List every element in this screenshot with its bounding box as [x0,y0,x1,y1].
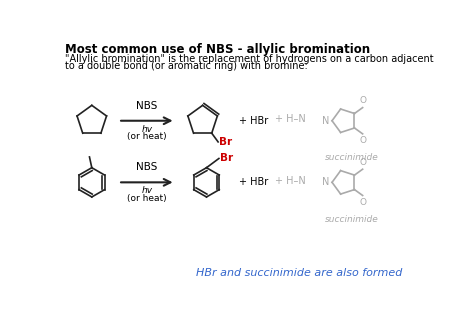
Text: HBr and succinimide are also formed: HBr and succinimide are also formed [196,268,403,278]
Text: + HBr: + HBr [239,116,268,126]
Text: O: O [359,198,366,207]
Text: "Allylic bromination" is the replacement of hydrogens on a carbon adjacent: "Allylic bromination" is the replacement… [65,54,434,64]
Text: + H–N: + H–N [275,114,305,124]
Text: NBS: NBS [136,101,157,111]
Text: (or heat): (or heat) [127,194,167,203]
Text: to a double bond (or aromatic ring) with bromine:: to a double bond (or aromatic ring) with… [65,61,308,71]
Text: + H–N: + H–N [275,176,305,186]
Text: hv: hv [141,186,152,195]
Text: (or heat): (or heat) [127,132,167,141]
Text: O: O [359,158,366,167]
Text: + HBr: + HBr [239,177,268,187]
Text: succinimide: succinimide [325,153,379,162]
Text: O: O [359,136,366,145]
Text: Br: Br [219,153,233,163]
Text: N: N [322,116,330,126]
Text: succinimide: succinimide [325,215,379,224]
Text: N: N [322,177,330,187]
Text: NBS: NBS [136,162,157,172]
Text: Most common use of NBS - allylic bromination: Most common use of NBS - allylic bromina… [65,43,371,56]
Text: hv: hv [141,125,152,134]
Text: O: O [359,96,366,105]
Text: Br: Br [219,137,232,147]
